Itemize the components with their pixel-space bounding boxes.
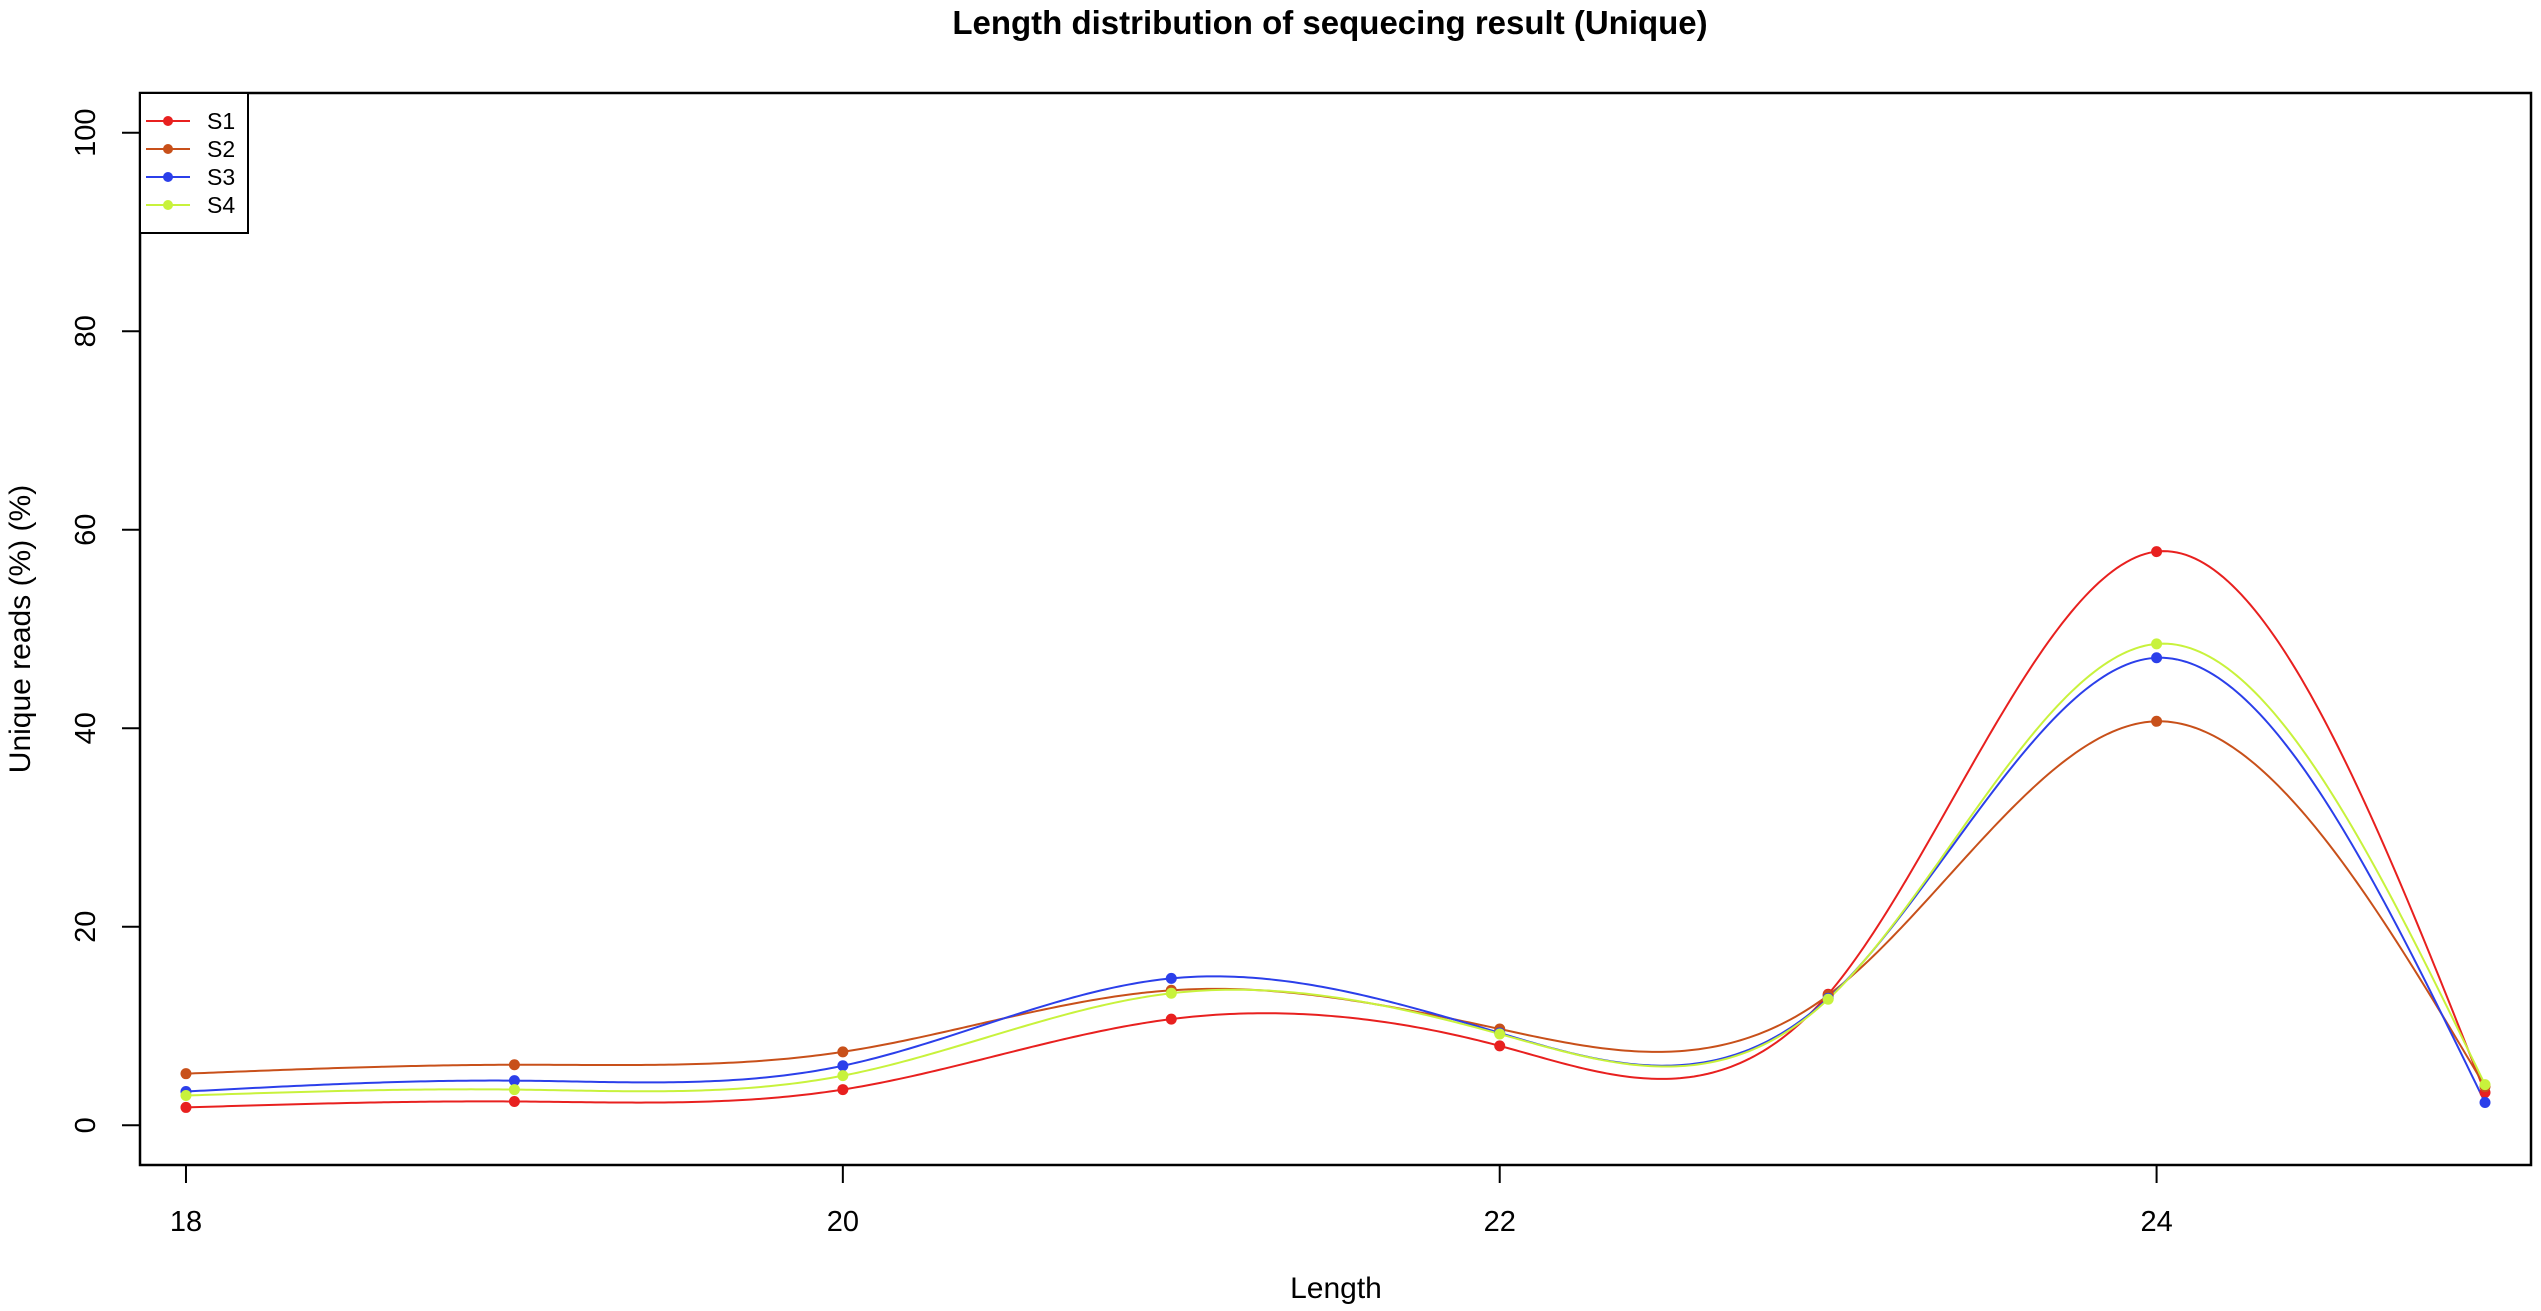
legend-label-s4: S4 bbox=[207, 192, 235, 218]
data-point-s3 bbox=[2151, 652, 2163, 664]
data-point-s2 bbox=[837, 1046, 849, 1058]
y-tick-label: 0 bbox=[70, 1117, 102, 1133]
series-line-s3 bbox=[185, 656, 2486, 1103]
data-point-s4 bbox=[1165, 987, 1177, 999]
legend-label-s2: S2 bbox=[207, 136, 235, 162]
data-point-s4 bbox=[1494, 1028, 1506, 1040]
x-tick-label: 20 bbox=[827, 1206, 859, 1238]
data-point-s1 bbox=[2151, 546, 2163, 558]
x-tick-label: 22 bbox=[1484, 1206, 1516, 1238]
y-tick-label: 60 bbox=[70, 514, 102, 546]
data-point-s4 bbox=[180, 1090, 192, 1102]
data-point-s2 bbox=[508, 1059, 520, 1071]
legend-label-s1: S1 bbox=[207, 108, 235, 134]
data-point-s2 bbox=[2151, 715, 2163, 727]
data-point-s3 bbox=[1165, 972, 1177, 984]
data-point-s4 bbox=[2151, 638, 2163, 650]
data-point-s1 bbox=[1165, 1013, 1177, 1025]
data-point-s4 bbox=[837, 1070, 849, 1082]
y-axis: 0 20 40 60 80 100 bbox=[70, 109, 141, 1133]
data-point-s2 bbox=[180, 1068, 192, 1080]
legend-marker-s3 bbox=[163, 172, 173, 182]
plot-frame bbox=[138, 91, 2533, 1167]
data-point-s1 bbox=[837, 1084, 849, 1096]
x-axis-label: Length bbox=[1290, 1272, 1382, 1305]
data-point-s3 bbox=[837, 1060, 849, 1072]
legend-marker-s4 bbox=[163, 200, 173, 210]
y-tick-label: 40 bbox=[70, 712, 102, 744]
series-line-s2 bbox=[185, 720, 2486, 1088]
y-tick-label: 80 bbox=[70, 315, 102, 347]
series-line-s4 bbox=[185, 642, 2486, 1097]
data-point-s1 bbox=[1494, 1040, 1506, 1052]
legend-marker-s2 bbox=[163, 144, 173, 154]
y-axis-label: Unique reads (%) (%) bbox=[4, 485, 37, 773]
data-point-s1 bbox=[180, 1101, 192, 1113]
y-tick-label: 20 bbox=[70, 911, 102, 943]
x-axis: 18 20 22 24 bbox=[170, 1164, 2173, 1238]
legend-label-s3: S3 bbox=[207, 164, 235, 190]
x-tick-label: 24 bbox=[2140, 1206, 2172, 1238]
data-point-s3 bbox=[2479, 1096, 2491, 1108]
plot-area bbox=[180, 546, 2491, 1113]
chart-title: Length distribution of sequecing result … bbox=[952, 4, 1707, 41]
y-tick-label: 100 bbox=[70, 109, 102, 157]
legend-box bbox=[139, 92, 249, 234]
legend-marker-s1 bbox=[163, 116, 173, 126]
x-tick-label: 18 bbox=[170, 1206, 202, 1238]
data-point-s4 bbox=[508, 1084, 520, 1096]
data-point-s1 bbox=[508, 1095, 520, 1107]
data-point-s3 bbox=[508, 1075, 520, 1087]
data-point-s4 bbox=[1822, 993, 1834, 1005]
series-line-s1 bbox=[185, 550, 2486, 1109]
data-point-s4 bbox=[2479, 1079, 2491, 1091]
